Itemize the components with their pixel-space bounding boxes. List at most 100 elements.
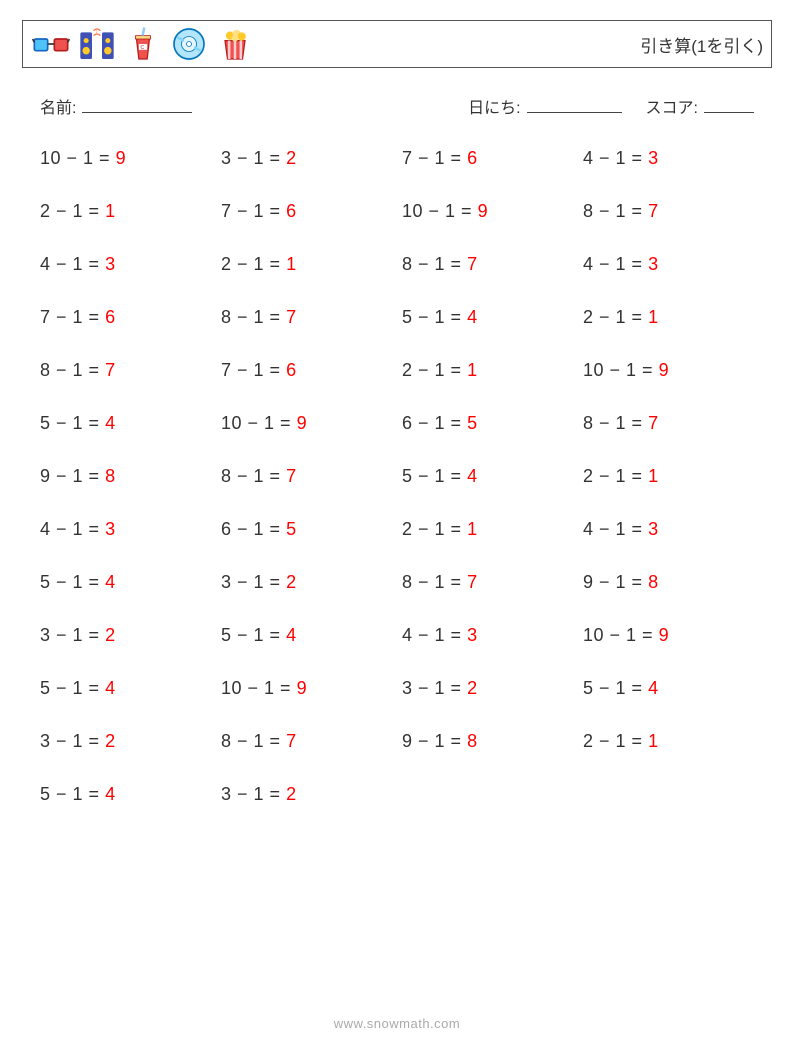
problem-answer: 1 — [648, 466, 659, 486]
problem-answer: 9 — [297, 413, 308, 433]
problem-expression: 5 − 1 = — [40, 413, 105, 433]
problem-cell: 10 − 1 = 9 — [221, 413, 392, 434]
problem-expression: 2 − 1 = — [583, 466, 648, 486]
problem-expression: 6 − 1 = — [221, 519, 286, 539]
problem-cell: 3 − 1 = 2 — [221, 148, 392, 169]
problem-cell: 4 − 1 = 3 — [402, 625, 573, 646]
problem-expression: 7 − 1 = — [221, 360, 286, 380]
problem-cell: 7 − 1 = 6 — [40, 307, 211, 328]
problem-cell: 4 − 1 = 3 — [583, 148, 754, 169]
problem-answer: 1 — [286, 254, 297, 274]
problem-cell: 9 − 1 = 8 — [402, 731, 573, 752]
worksheet-header: ♪ C 引き算(1を引く) — [22, 20, 772, 68]
problem-expression: 4 − 1 = — [40, 519, 105, 539]
problem-answer: 5 — [467, 413, 478, 433]
problem-cell: 10 − 1 = 9 — [221, 678, 392, 699]
problem-cell: 4 − 1 = 3 — [40, 254, 211, 275]
problem-expression: 3 − 1 = — [40, 731, 105, 751]
problem-expression: 8 − 1 = — [40, 360, 105, 380]
name-field: 名前: — [40, 94, 192, 118]
problem-cell: 2 − 1 = 1 — [402, 519, 573, 540]
problems-grid: 10 − 1 = 9 3 − 1 = 2 7 − 1 = 6 4 − 1 = 3 2 −… — [22, 148, 772, 805]
problem-cell: 8 − 1 = 7 — [221, 731, 392, 752]
problem-cell: 10 − 1 = 9 — [40, 148, 211, 169]
problem-cell: 6 − 1 = 5 — [221, 519, 392, 540]
problem-cell: 2 − 1 = 1 — [402, 360, 573, 381]
problem-expression: 3 − 1 = — [221, 148, 286, 168]
problem-expression: 2 − 1 = — [402, 519, 467, 539]
problem-answer: 6 — [286, 201, 297, 221]
problem-expression: 10 − 1 = — [402, 201, 478, 221]
score-label: スコア: — [646, 94, 698, 118]
problem-expression: 9 − 1 = — [402, 731, 467, 751]
problem-cell: 8 − 1 = 7 — [221, 466, 392, 487]
problem-expression: 2 − 1 = — [583, 307, 648, 327]
problem-cell: 10 − 1 = 9 — [583, 360, 754, 381]
problem-cell: 10 − 1 = 9 — [402, 201, 573, 222]
problem-answer: 1 — [105, 201, 116, 221]
problem-answer: 4 — [105, 678, 116, 698]
soda-cup-icon: C — [123, 24, 163, 64]
problem-expression: 10 − 1 = — [40, 148, 116, 168]
problem-answer: 6 — [286, 360, 297, 380]
problem-answer: 2 — [105, 625, 116, 645]
speakers-icon: ♪ — [77, 24, 117, 64]
problem-expression: 8 − 1 = — [221, 466, 286, 486]
svg-text:C: C — [141, 45, 145, 51]
problem-expression: 3 − 1 = — [221, 572, 286, 592]
problem-cell: 8 − 1 = 7 — [583, 201, 754, 222]
problem-cell: 5 − 1 = 4 — [402, 466, 573, 487]
problem-answer: 3 — [648, 519, 659, 539]
date-label: 日にち: — [468, 94, 520, 118]
problem-answer: 2 — [105, 731, 116, 751]
problem-cell: 3 − 1 = 2 — [402, 678, 573, 699]
problem-answer: 3 — [648, 148, 659, 168]
problem-expression: 5 − 1 = — [583, 678, 648, 698]
problem-answer: 4 — [648, 678, 659, 698]
problem-expression: 2 − 1 = — [402, 360, 467, 380]
problem-answer: 4 — [467, 466, 478, 486]
problem-expression: 7 − 1 = — [40, 307, 105, 327]
problem-expression: 10 − 1 = — [221, 413, 297, 433]
problem-expression: 8 − 1 = — [583, 413, 648, 433]
info-row: 名前: 日にち: スコア: — [22, 94, 772, 118]
problem-cell: 8 − 1 = 7 — [40, 360, 211, 381]
problem-answer: 7 — [286, 731, 297, 751]
problem-cell: 5 − 1 = 4 — [583, 678, 754, 699]
problem-expression: 2 − 1 = — [221, 254, 286, 274]
name-blank — [82, 97, 192, 113]
problem-answer: 2 — [467, 678, 478, 698]
problem-expression: 4 − 1 = — [583, 519, 648, 539]
problem-cell: 2 − 1 = 1 — [221, 254, 392, 275]
problem-cell: 7 − 1 = 6 — [221, 201, 392, 222]
problem-cell: 7 − 1 = 6 — [402, 148, 573, 169]
problem-cell: 5 − 1 = 4 — [40, 572, 211, 593]
problem-answer: 7 — [286, 307, 297, 327]
problem-cell: 5 − 1 = 4 — [40, 784, 211, 805]
problem-answer: 8 — [648, 572, 659, 592]
problem-answer: 1 — [467, 519, 478, 539]
problem-answer: 7 — [467, 254, 478, 274]
popcorn-icon — [215, 24, 255, 64]
problem-expression: 5 − 1 = — [402, 307, 467, 327]
problem-cell: 2 − 1 = 1 — [583, 731, 754, 752]
problem-expression: 5 − 1 = — [40, 678, 105, 698]
problem-cell: 4 − 1 = 3 — [40, 519, 211, 540]
problem-cell: 5 − 1 = 4 — [40, 678, 211, 699]
problem-expression: 6 − 1 = — [402, 413, 467, 433]
header-icons: ♪ C — [31, 24, 255, 64]
problem-answer: 7 — [648, 201, 659, 221]
problem-answer: 3 — [467, 625, 478, 645]
problem-answer: 7 — [648, 413, 659, 433]
problem-answer: 4 — [286, 625, 297, 645]
problem-cell: 2 − 1 = 1 — [583, 307, 754, 328]
problem-cell: 6 − 1 = 5 — [402, 413, 573, 434]
problem-expression: 10 − 1 = — [583, 625, 659, 645]
problem-answer: 2 — [286, 784, 297, 804]
problem-expression: 8 − 1 = — [402, 254, 467, 274]
problem-expression: 9 − 1 = — [583, 572, 648, 592]
problem-answer: 9 — [116, 148, 127, 168]
problem-answer: 3 — [105, 254, 116, 274]
date-blank — [527, 97, 622, 113]
problem-answer: 5 — [286, 519, 297, 539]
